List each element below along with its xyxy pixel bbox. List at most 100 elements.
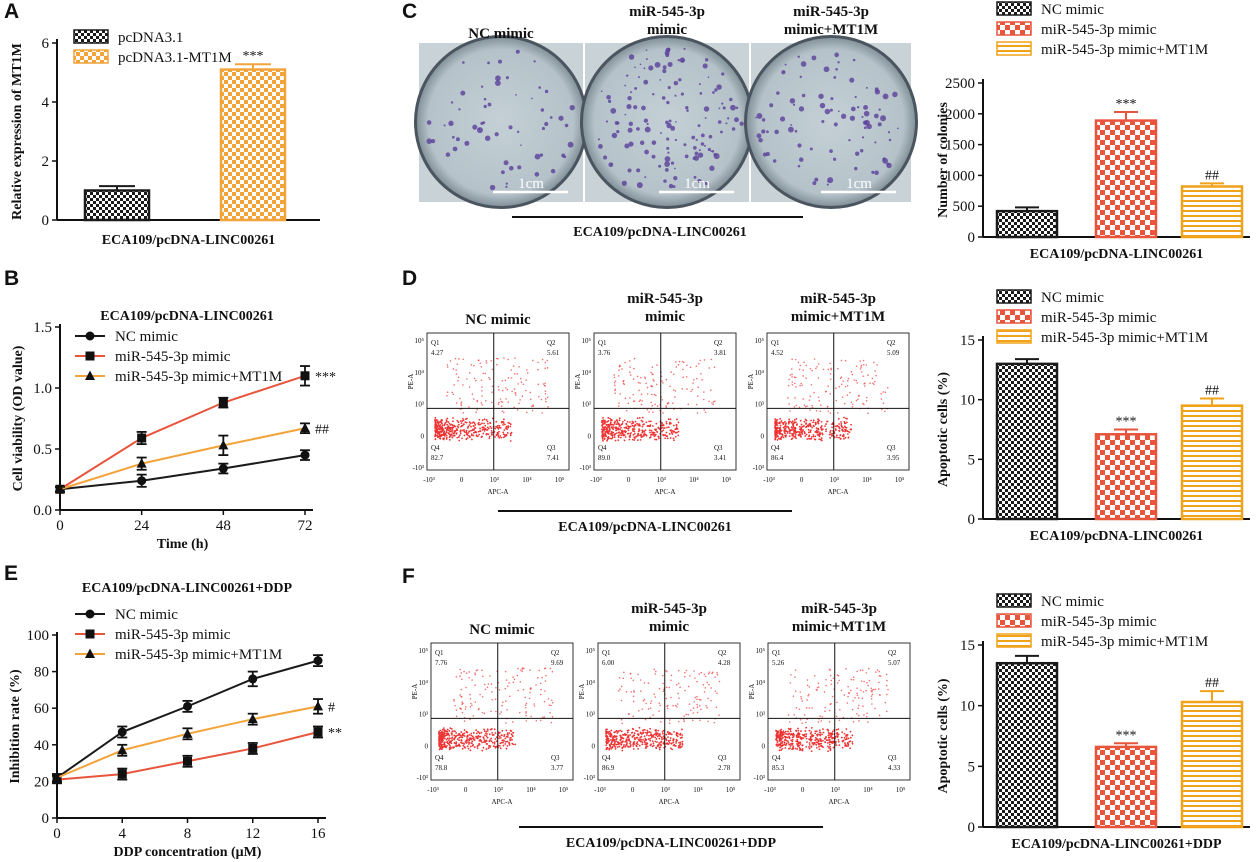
flow-event — [514, 743, 517, 746]
flow-event — [860, 680, 863, 682]
flow-event — [434, 435, 437, 437]
flow-event — [796, 744, 799, 747]
flow-event — [644, 718, 647, 721]
flow-event — [780, 745, 783, 748]
flow-event — [846, 733, 849, 736]
flow-event — [635, 744, 638, 747]
flow-event — [605, 732, 607, 735]
flow-event — [452, 434, 455, 437]
flow-event — [794, 434, 797, 436]
flow-event — [613, 374, 616, 376]
flow-event — [788, 737, 791, 740]
flow-event — [490, 401, 493, 404]
flow-event — [640, 419, 643, 422]
y-tick-label: 1500 — [945, 138, 975, 154]
flow-event — [811, 426, 814, 429]
flow-event — [827, 410, 830, 412]
flow-event — [627, 429, 630, 432]
flow-event — [439, 733, 442, 736]
flow-event — [465, 731, 468, 733]
colony — [892, 91, 898, 98]
flow-event — [880, 398, 883, 400]
x-axis-title: APC-A — [491, 798, 512, 806]
flow-event — [698, 705, 701, 707]
flow-event — [457, 379, 459, 382]
y-tick-label: 10⁴ — [755, 369, 765, 377]
flow-event — [693, 670, 695, 672]
flow-event — [677, 746, 680, 749]
flow-event — [797, 361, 800, 364]
quadrant-value: 7.76 — [435, 659, 448, 667]
flow-event — [810, 383, 813, 386]
flow-event — [838, 423, 840, 425]
data-point — [248, 743, 258, 753]
flow-event — [620, 423, 623, 426]
x-tick-label: 0 — [464, 786, 468, 794]
flow-event — [857, 707, 860, 710]
flow-event — [666, 707, 669, 710]
x-tick-label: 10⁴ — [693, 786, 703, 794]
flow-event — [661, 738, 663, 741]
flow-event — [685, 669, 688, 672]
flow-event — [613, 736, 616, 739]
flow-event — [440, 743, 443, 746]
flow-event — [489, 744, 491, 747]
flow-event — [636, 730, 639, 733]
flow-event — [790, 739, 793, 742]
flow-event — [839, 434, 842, 436]
flow-event — [645, 746, 647, 749]
flow-event — [629, 744, 632, 746]
flow-event — [456, 436, 459, 439]
flow-event — [437, 420, 439, 423]
flow-event — [708, 671, 711, 673]
flow-event — [477, 708, 480, 711]
flow-plot-title: mimic — [645, 309, 685, 325]
flow-event — [471, 434, 473, 437]
flow-event — [669, 437, 672, 439]
flow-event — [849, 730, 852, 733]
flow-event — [500, 711, 503, 713]
flow-event — [497, 403, 500, 405]
colony — [697, 152, 704, 158]
flow-event — [829, 741, 831, 743]
colony — [863, 110, 870, 117]
flow-event — [645, 731, 647, 734]
flow-event — [793, 713, 796, 716]
flow-event — [672, 389, 675, 391]
flow-event — [539, 693, 542, 696]
flow-event — [435, 423, 438, 426]
flow-event — [795, 730, 798, 732]
y-tick-label: 10 — [960, 393, 975, 409]
flow-event — [805, 423, 807, 425]
flow-event — [805, 426, 807, 429]
flow-event — [685, 713, 687, 716]
flow-event — [803, 404, 806, 406]
flow-event — [490, 740, 493, 743]
flow-event — [640, 393, 643, 396]
flow-event — [438, 735, 441, 738]
flow-event — [830, 435, 833, 437]
flow-event — [821, 433, 824, 436]
flow-event — [482, 746, 485, 749]
flow-event — [498, 436, 501, 439]
flow-event — [620, 736, 623, 739]
flow-event — [517, 689, 519, 692]
y-tick-label: 0 — [421, 432, 425, 440]
flow-event — [700, 708, 702, 711]
legend-swatch — [996, 21, 1032, 36]
flow-event — [473, 427, 476, 429]
colony — [636, 182, 643, 189]
colony — [871, 170, 875, 174]
flow-event — [473, 364, 475, 367]
flow-event — [650, 700, 653, 702]
x-tick-label: 10³ — [494, 786, 503, 794]
flow-event — [444, 745, 447, 748]
flow-event — [617, 730, 619, 733]
flow-event — [793, 421, 796, 424]
flow-event — [638, 389, 640, 392]
flow-event — [811, 404, 813, 407]
flow-event — [613, 731, 616, 734]
flow-event — [504, 435, 506, 438]
flow-event — [808, 693, 810, 696]
flow-event — [620, 434, 623, 437]
